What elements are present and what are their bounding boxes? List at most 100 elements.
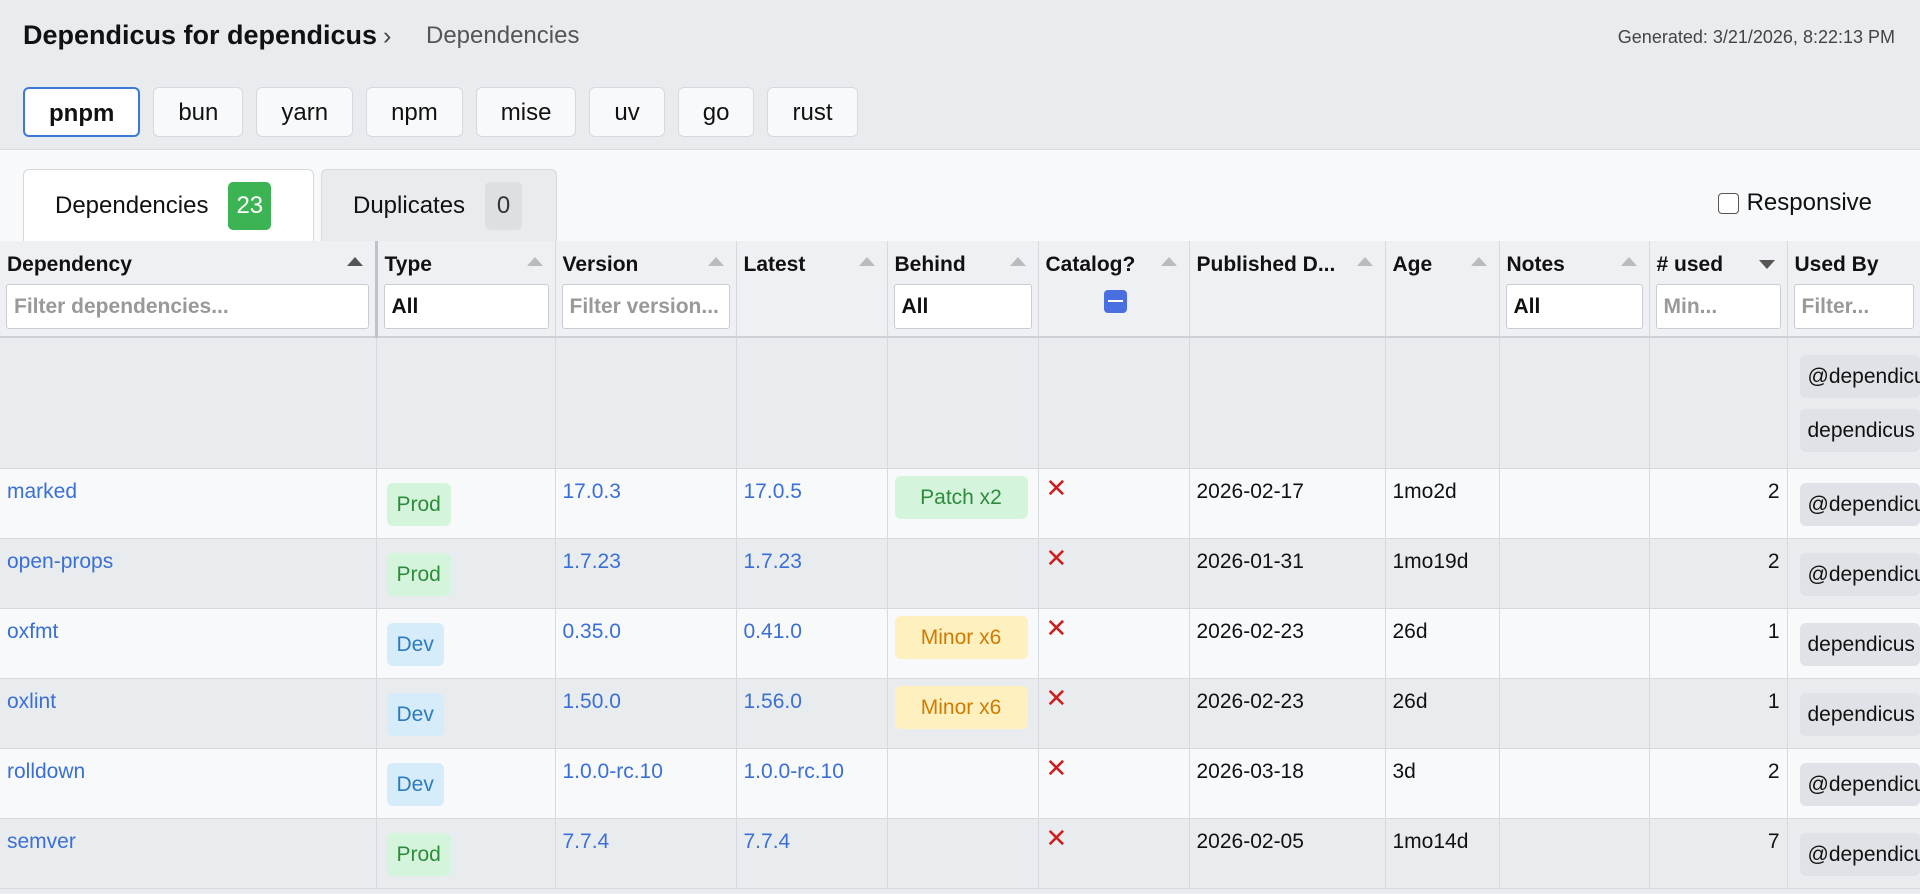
column-label: Published D... xyxy=(1196,253,1336,276)
used-by-chip[interactable]: @dependicu xyxy=(1799,482,1919,526)
dependency-link[interactable]: oxfmt xyxy=(7,619,59,643)
cell xyxy=(1649,337,1788,469)
latest-link[interactable]: 17.0.5 xyxy=(743,479,802,503)
cell: 2 xyxy=(1649,748,1788,819)
cell: @dependicu dependicus xyxy=(1787,337,1920,469)
dependency-link[interactable]: open-props xyxy=(7,549,114,573)
cell xyxy=(1499,337,1650,469)
cell: 26d xyxy=(1385,608,1500,679)
column-header[interactable]: # used Min... xyxy=(1649,241,1788,338)
cell: ✕ xyxy=(1038,468,1190,539)
sort-arrow[interactable] xyxy=(526,257,543,266)
version-link[interactable]: 0.35.0 xyxy=(562,619,621,643)
breadcrumb[interactable]: Dependencies xyxy=(426,22,580,49)
latest-link[interactable]: 7.7.4 xyxy=(743,829,791,853)
view-tab[interactable]: Dependencies 23 xyxy=(23,169,314,242)
sort-arrow[interactable] xyxy=(1470,257,1487,266)
latest-link[interactable]: 0.41.0 xyxy=(743,619,802,643)
version-link[interactable]: 7.7.4 xyxy=(562,829,610,853)
column-header[interactable]: Catalog? xyxy=(1038,241,1190,338)
sort-arrow[interactable] xyxy=(1356,257,1373,266)
package-manager-button[interactable]: bun xyxy=(153,87,244,137)
column-header[interactable]: Published D... xyxy=(1189,241,1386,338)
age: 26d xyxy=(1392,689,1428,713)
cell: open-props xyxy=(0,538,377,609)
filter-input[interactable]: Filter dependencies... xyxy=(6,284,369,329)
dependency-link[interactable]: marked xyxy=(7,479,78,503)
cell: Minor x6 xyxy=(887,678,1039,749)
filter-select[interactable]: All xyxy=(893,284,1032,329)
version-link[interactable]: 1.7.23 xyxy=(562,549,621,573)
package-manager-button[interactable]: yarn xyxy=(256,87,354,137)
column-header[interactable]: Age xyxy=(1385,241,1500,338)
column-label: Type xyxy=(384,253,432,276)
responsive-toggle[interactable]: Responsive xyxy=(1717,189,1872,217)
cell: 17.0.3 xyxy=(555,468,737,539)
cell: 2026-02-23 xyxy=(1189,678,1386,749)
latest-link[interactable]: 1.56.0 xyxy=(743,689,802,713)
column-header[interactable]: Behind All xyxy=(887,241,1039,338)
used-by-chip[interactable]: @dependicu xyxy=(1799,552,1919,596)
used-by-chip[interactable]: dependicus xyxy=(1799,622,1919,666)
dependency-link[interactable]: semver xyxy=(7,829,76,853)
filter-select[interactable]: All xyxy=(383,284,549,329)
filter-select[interactable]: All xyxy=(1505,284,1643,329)
cell: 1.0.0-rc.10 xyxy=(555,748,737,819)
cell: 1mo14d xyxy=(1385,818,1500,889)
cell: 2026-01-31 xyxy=(1189,538,1386,609)
package-manager-button[interactable]: rust xyxy=(767,87,858,137)
column-header[interactable]: Dependency Filter dependencies... xyxy=(0,241,378,338)
table-body: @dependicu dependicus marked Prod 17.0.3 17.0… xyxy=(0,337,1920,889)
dependency-link[interactable]: rolldown xyxy=(7,759,86,783)
sort-arrow[interactable] xyxy=(1620,257,1637,266)
sort-arrow[interactable] xyxy=(707,257,724,266)
latest-link[interactable]: 1.7.23 xyxy=(743,549,802,573)
version-link[interactable]: 1.50.0 xyxy=(562,689,621,713)
used-by-chip[interactable]: @dependicu xyxy=(1799,355,1919,398)
package-manager-button[interactable]: uv xyxy=(589,87,665,137)
column-header[interactable]: Version Filter version... xyxy=(555,241,737,338)
filter-input[interactable]: Filter... xyxy=(1793,284,1914,329)
sort-arrow[interactable] xyxy=(858,257,875,266)
version-link[interactable]: 1.0.0-rc.10 xyxy=(562,759,663,783)
sort-arrow[interactable] xyxy=(1009,257,1026,266)
column-header[interactable]: Type All xyxy=(376,241,556,338)
catalog-filter[interactable] xyxy=(1103,290,1127,313)
used-by-chip[interactable]: dependicus xyxy=(1799,409,1919,452)
cell xyxy=(1499,538,1650,609)
cell xyxy=(1038,337,1190,469)
sort-arrow[interactable] xyxy=(346,257,363,266)
filter-input[interactable]: Min... xyxy=(1655,284,1781,329)
age: 1mo2d xyxy=(1392,479,1457,503)
cell: 3d xyxy=(1385,748,1500,819)
cell: 7.7.4 xyxy=(736,818,888,889)
cell xyxy=(1499,468,1650,539)
type-badge: Prod xyxy=(386,552,451,596)
column-label: # used xyxy=(1656,253,1724,276)
sort-arrow[interactable] xyxy=(1160,257,1177,266)
dependency-link[interactable]: oxlint xyxy=(7,689,57,713)
version-link[interactable]: 17.0.3 xyxy=(562,479,621,503)
table-row: semver Prod 7.7.4 7.7.4 ✕ 2026-02-05 1mo14d 7 @d… xyxy=(0,818,1920,889)
package-manager-button[interactable]: mise xyxy=(475,87,577,137)
column-header[interactable]: Notes All xyxy=(1499,241,1650,338)
package-manager-button[interactable]: pnpm xyxy=(23,87,141,137)
used-by-chip[interactable]: @dependicu xyxy=(1799,762,1919,806)
checkbox[interactable] xyxy=(1717,192,1739,214)
cell: @dependicu xyxy=(1787,538,1920,609)
used-by-chip[interactable]: @dependicu xyxy=(1799,832,1919,876)
latest-link[interactable]: 1.0.0-rc.10 xyxy=(743,759,844,783)
cell: 1 xyxy=(1649,678,1788,749)
catalog-no-icon: ✕ xyxy=(1045,542,1068,573)
package-manager-button[interactable]: go xyxy=(677,87,755,137)
filter-input[interactable]: Filter version... xyxy=(561,284,730,329)
column-header[interactable]: Used By Filter... xyxy=(1787,241,1920,338)
column-label: Version xyxy=(562,253,639,276)
breadcrumb-separator: › xyxy=(383,22,392,50)
column-header[interactable]: Latest xyxy=(736,241,888,338)
view-tab[interactable]: Duplicates 0 xyxy=(321,169,557,242)
used-by-chip[interactable]: dependicus xyxy=(1799,692,1919,736)
cell: 2026-02-05 xyxy=(1189,818,1386,889)
sort-arrow[interactable] xyxy=(1758,260,1775,269)
package-manager-button[interactable]: npm xyxy=(366,87,463,137)
